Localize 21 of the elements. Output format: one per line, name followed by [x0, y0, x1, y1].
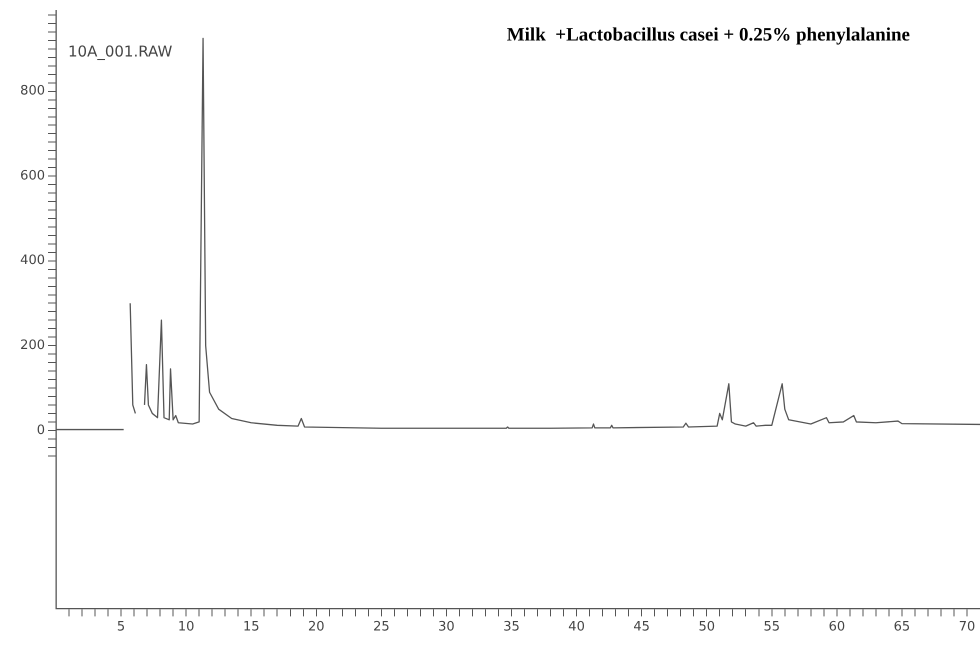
x-tick-label: 65 — [894, 620, 910, 635]
y-tick-label: 800 — [20, 84, 45, 99]
x-tick-label: 5 — [116, 620, 126, 635]
x-tick-label: 35 — [503, 620, 520, 635]
y-tick-label: 200 — [20, 338, 45, 353]
x-tick-label: 70 — [958, 620, 976, 635]
x-tick-label: 55 — [764, 620, 780, 635]
x-tick-label: 10 — [178, 620, 194, 635]
text: Milk +Lactobacillus casei + 0.25% phenylalanine — [506, 24, 910, 46]
x-tick-label: 60 — [828, 620, 846, 635]
x-tick-label: 20 — [308, 620, 325, 635]
x-tick-label: 25 — [373, 620, 390, 635]
annotation: 10A_001.RAW — [68, 42, 172, 61]
y-tick-label: 400 — [20, 253, 45, 268]
x-tick-label: 40 — [568, 620, 585, 635]
x-tick-label: 50 — [698, 620, 715, 635]
y-tick-label: 600 — [20, 168, 45, 184]
x-tick-label: 30 — [438, 620, 455, 635]
x-tick-label: 15 — [242, 620, 260, 635]
y-tick-label: 0 — [36, 422, 45, 438]
x-tick-label: 45 — [633, 620, 650, 635]
